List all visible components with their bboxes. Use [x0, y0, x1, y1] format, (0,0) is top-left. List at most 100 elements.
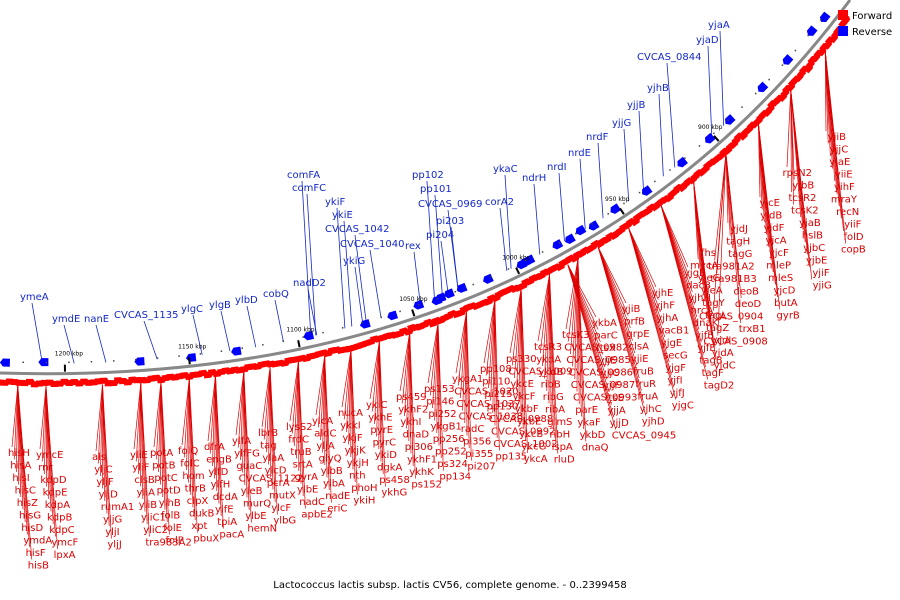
minor-tick — [361, 321, 363, 324]
reverse-gene-label: CVCAS_0969 — [418, 199, 482, 210]
minor-tick — [454, 291, 457, 293]
forward-gene-label: rnr — [38, 463, 53, 474]
minor-tick — [684, 157, 686, 159]
forward-leader-line — [567, 258, 579, 342]
forward-leader-line — [567, 264, 599, 330]
forward-leader-line — [758, 123, 781, 310]
forward-leader-line — [95, 384, 103, 452]
forward-gene-label: dcdA — [213, 492, 238, 503]
forward-leader-line — [485, 300, 496, 376]
forward-leader-line — [100, 384, 103, 477]
forward-leader-line — [570, 258, 579, 355]
forward-gene-label: yjfI — [667, 376, 682, 387]
forward-gene-label: tagG — [728, 249, 752, 260]
forward-leader-line — [455, 312, 467, 374]
forward-gene-label: fruR — [635, 379, 656, 390]
forward-leader-line — [183, 378, 190, 458]
forward-leader-line — [790, 90, 813, 280]
forward-gene-label: yjcA — [766, 236, 787, 247]
forward-leader-line — [298, 361, 306, 509]
forward-gene-label: yjhH — [688, 293, 711, 304]
reverse-gene-label: CVCAS_1040 — [340, 239, 404, 250]
forward-leader-line — [44, 385, 47, 475]
forward-gene-label: tagH — [726, 237, 750, 248]
forward-leader-line — [341, 349, 352, 408]
minor-tick — [669, 169, 671, 171]
forward-gene-label: clpX — [187, 496, 209, 507]
forward-leader-line — [464, 312, 467, 424]
scale-tick-label: 900 kbp — [698, 124, 723, 131]
forward-leader-line — [153, 381, 162, 448]
forward-gene-label: yjbE — [806, 256, 827, 267]
reverse-feature — [456, 282, 468, 293]
forward-gene-label: pi207 — [467, 462, 495, 473]
forward-gene-label: ykjH — [347, 458, 369, 469]
reverse-leader-line — [707, 45, 713, 137]
forward-gene-label: prfB — [624, 317, 645, 328]
forward-leader-line — [404, 332, 411, 417]
forward-gene-label: yiiE — [835, 170, 853, 181]
forward-gene-label: yliF — [132, 463, 149, 474]
forward-leader-line — [460, 312, 467, 399]
forward-gene-label: yjhC — [640, 404, 662, 415]
forward-gene-label: yjgE — [661, 338, 682, 349]
forward-leader-line — [11, 385, 19, 448]
reverse-feature — [575, 224, 587, 236]
forward-gene-label: vacB1 — [659, 326, 690, 337]
forward-gene-label: folD — [843, 232, 863, 243]
forward-leader-line — [133, 382, 142, 450]
forward-gene-label: clsB — [134, 475, 154, 486]
forward-gene-label: CVCAS_0992 — [491, 427, 555, 438]
reverse-gene-label: ykiG — [343, 256, 365, 267]
reverse-gene-label: CVCAS_1135 — [114, 310, 178, 321]
forward-leader-line — [597, 246, 647, 416]
forward-gene-label: folC — [180, 459, 199, 470]
reverse-gene-label: nrdF — [586, 132, 609, 143]
forward-leader-line — [436, 322, 439, 434]
forward-gene-label: yliC2 — [143, 525, 168, 536]
forward-gene-label: yjgF — [665, 363, 686, 374]
forward-gene-label: fhs — [701, 248, 716, 259]
forward-gene-label: yjaE — [829, 157, 850, 168]
forward-gene-label: lbrB — [258, 428, 278, 439]
forward-gene-label: potC — [154, 473, 177, 484]
forward-gene-label: yjbB — [792, 181, 814, 192]
minor-tick — [654, 180, 656, 183]
forward-leader-line — [289, 361, 299, 422]
reverse-feature — [231, 346, 242, 356]
reverse-leader-line — [666, 62, 676, 168]
minor-tick — [727, 119, 729, 122]
forward-leader-line — [406, 332, 411, 429]
forward-gene-label: ylfA — [232, 436, 251, 447]
forward-gene-label: kdpD — [40, 475, 66, 486]
forward-gene-label: glmS — [547, 417, 572, 428]
forward-gene-label: ylfFG — [234, 449, 260, 460]
minor-tick — [178, 355, 180, 357]
forward-leader-line — [235, 371, 245, 436]
minor-tick — [575, 232, 577, 235]
forward-gene-label: folE — [163, 523, 182, 534]
forward-leader-line — [713, 153, 727, 311]
minor-tick — [541, 251, 544, 253]
forward-gene-label: ps324 — [437, 459, 468, 470]
reverse-leader-line — [274, 299, 284, 343]
forward-gene-label: ps330 — [506, 354, 537, 365]
forward-gene-label: trxB1 — [739, 324, 766, 335]
minor-tick — [282, 340, 284, 342]
forward-gene-label: ykjF — [342, 433, 362, 444]
forward-gene-label: deoB — [734, 287, 760, 298]
minor-tick — [698, 145, 701, 147]
reverse-gene-label: yjjG — [612, 118, 631, 129]
forward-gene-label: ylbG — [273, 516, 296, 527]
reverse-leader-line — [533, 183, 541, 255]
reverse-leader-line — [597, 142, 604, 219]
forward-gene-label: CVCAS_0904 — [699, 312, 763, 323]
reverse-gene-label: nrdE — [568, 148, 591, 159]
forward-gene-label: dnaQ — [582, 443, 609, 454]
reverse-gene-label: ykiF — [325, 197, 345, 208]
forward-leader-line — [369, 341, 380, 400]
minor-tick — [623, 202, 625, 205]
forward-gene-label: ykhF1 — [407, 455, 437, 466]
scale-tick — [188, 357, 191, 365]
forward-gene-label: xpt — [191, 521, 207, 532]
